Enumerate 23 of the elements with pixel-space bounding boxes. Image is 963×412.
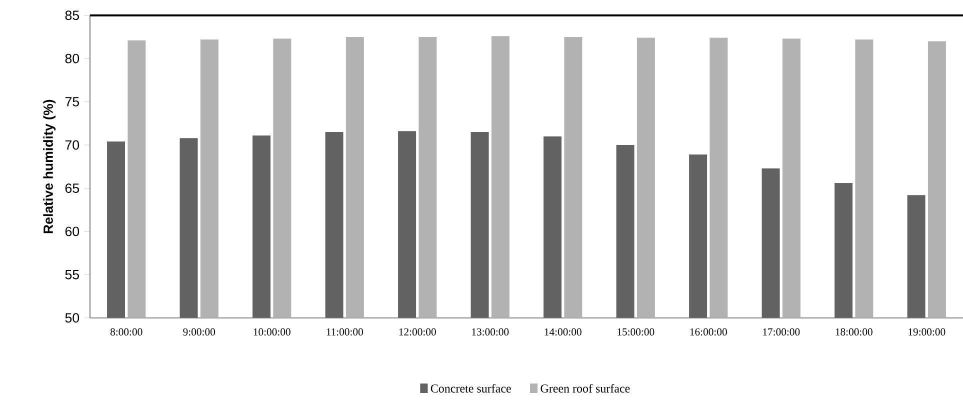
y-tick-label: 55 [65, 270, 80, 280]
x-tick-label: 9:00:00 [183, 328, 215, 336]
y-tick-label: 50 [65, 313, 80, 323]
x-tick-label: 13:00:00 [472, 328, 509, 336]
y-tick-label: 70 [65, 140, 80, 150]
y-tick-label: 60 [65, 226, 80, 236]
legend-label: Green roof surface [540, 384, 630, 393]
y-axis-title: Relative humidity (%) [43, 100, 56, 234]
x-tick-label: 19:00:00 [908, 328, 946, 336]
y-tick-label: 85 [65, 10, 80, 20]
x-tick-label: 8:00:00 [110, 328, 142, 336]
x-tick-label: 18:00:00 [836, 328, 872, 336]
y-tick-label: 75 [65, 97, 80, 106]
x-tick-label: 10:00:00 [254, 328, 290, 336]
x-tick-label: 12:00:00 [399, 328, 436, 336]
x-tick-label: 17:00:00 [763, 328, 800, 336]
x-tick-label: 15:00:00 [618, 328, 654, 336]
y-tick-label: 65 [65, 184, 80, 194]
x-tick-label: 14:00:00 [544, 328, 582, 336]
legend-label: Concrete surface [430, 384, 511, 393]
x-tick-label: 11:00:00 [326, 328, 363, 336]
y-tick-label: 80 [65, 54, 80, 64]
x-tick-label: 16:00:00 [690, 328, 727, 336]
